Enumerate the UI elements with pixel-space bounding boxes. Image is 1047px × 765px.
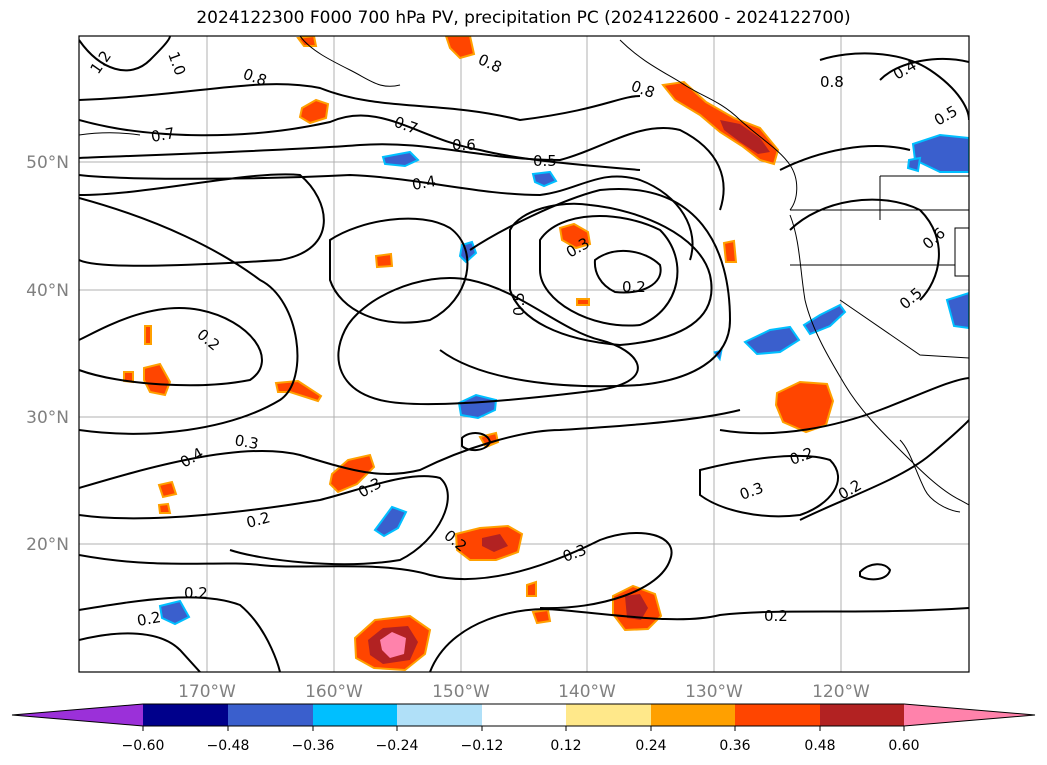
lon-label: 170°W [178, 682, 236, 702]
contour-label: 0.2 [622, 278, 646, 296]
contour-label: 0.3 [737, 479, 766, 504]
lat-label: 40°N [26, 281, 69, 301]
colorbar-segment [482, 704, 566, 726]
contour-label: 0.6 [452, 136, 476, 154]
contour-label: 0.7 [392, 113, 421, 138]
colorbar-segment [228, 704, 313, 726]
colorbar-tick-label: 0.48 [804, 738, 835, 754]
colorbar-tick-label: 0.60 [888, 738, 919, 754]
contour-label: 0.4 [890, 56, 920, 84]
colorbar-segment [820, 704, 904, 726]
contour-label: 0.8 [629, 77, 658, 102]
map-plot-area [79, 36, 969, 672]
colorbar-ticks [142, 726, 905, 731]
colorbar-tick-label: −0.12 [461, 738, 504, 754]
contour-label: 0.5 [510, 292, 528, 316]
lon-label: 150°W [432, 682, 490, 702]
longitude-labels: 170°W 160°W 150°W 140°W 130°W 120°W [178, 682, 870, 702]
colorbar-tick-label: 0.12 [550, 738, 581, 754]
coastlines [79, 36, 969, 513]
lon-label: 140°W [558, 682, 616, 702]
colorbar-extend-low [12, 704, 143, 726]
contour-label: 0.8 [475, 50, 504, 76]
colorbar-segment [313, 704, 397, 726]
contour-label: 0.5 [533, 152, 557, 170]
contour-label: 0.2 [184, 584, 208, 602]
lon-label: 120°W [812, 682, 870, 702]
map-title: 2024122300 F000 700 hPa PV, precipitatio… [196, 8, 851, 28]
lon-label: 130°W [685, 682, 743, 702]
contour-label: 1.0 [164, 49, 189, 78]
contour-label: 0.8 [820, 73, 844, 91]
lon-label: 160°W [305, 682, 363, 702]
colorbar-segment [566, 704, 651, 726]
contour-label: 0.2 [193, 325, 223, 354]
lat-label: 50°N [26, 153, 69, 173]
contour-label: 1.2 [87, 47, 115, 77]
contour-label: 0.2 [244, 508, 272, 532]
colorbar-tick-label: −0.48 [207, 738, 250, 754]
colorbar: −0.60 −0.48 −0.36 −0.24 −0.12 0.12 0.24 … [11, 703, 1036, 754]
contour-label: 0.5 [896, 284, 926, 313]
pv-contours [79, 36, 969, 672]
colorbar-tick-labels: −0.60 −0.48 −0.36 −0.24 −0.12 0.12 0.24 … [122, 738, 920, 754]
map-frame [78, 35, 970, 673]
contour-label: 0.6 [919, 224, 949, 253]
contour-label: 0.4 [411, 172, 438, 194]
colorbar-extend-high [904, 704, 1035, 726]
colorbar-tick-label: 0.36 [719, 738, 750, 754]
latitude-labels: 50°N 40°N 30°N 20°N [26, 153, 69, 555]
lat-label: 20°N [26, 535, 69, 555]
contour-label: 0.2 [787, 444, 816, 469]
contour-label: 0.2 [136, 608, 163, 630]
colorbar-tick-label: −0.24 [376, 738, 419, 754]
colorbar-segment [651, 704, 735, 726]
colorbar-tick-label: −0.60 [122, 738, 165, 754]
gridlines [79, 36, 969, 672]
colorbar-segment [735, 704, 820, 726]
contour-label: 0.2 [835, 476, 865, 504]
contour-label: 0.2 [764, 607, 788, 625]
colorbar-tick-label: −0.36 [292, 738, 335, 754]
contour-label: 0.7 [150, 124, 177, 146]
colorbar-segment [143, 704, 228, 726]
contour-label: 0.3 [233, 431, 260, 453]
precip-positive-areas [123, 36, 835, 672]
contour-label: 0.5 [931, 102, 961, 130]
contour-label: 0.4 [177, 444, 207, 472]
colorbar-tick-label: 0.24 [635, 738, 666, 754]
colorbar-segment [397, 704, 482, 726]
lat-label: 30°N [26, 408, 69, 428]
